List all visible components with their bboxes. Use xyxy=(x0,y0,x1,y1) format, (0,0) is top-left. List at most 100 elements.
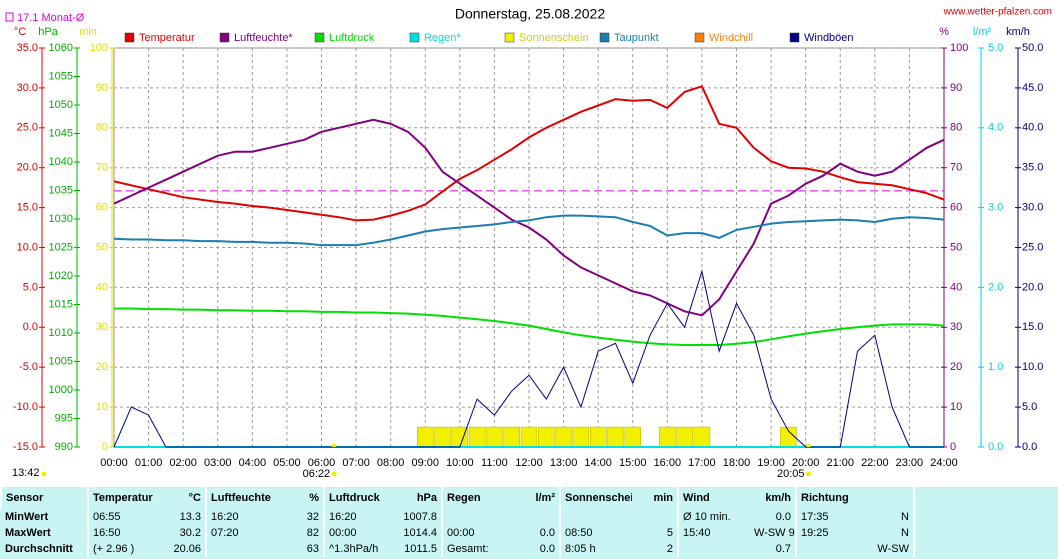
y-tick-label: 995 xyxy=(55,412,73,424)
sunshine-bar xyxy=(589,426,607,448)
legend-swatch xyxy=(124,32,135,43)
x-tick-label: 12:00 xyxy=(515,457,543,469)
series-line xyxy=(113,269,944,448)
x-tick-label: 10:00 xyxy=(446,457,474,469)
sunshine-bar xyxy=(503,426,520,448)
series-line xyxy=(113,118,945,317)
legend-swatch xyxy=(789,32,800,43)
sunrise: 06:22 xyxy=(303,468,331,480)
legend-swatch xyxy=(314,32,325,43)
x-tick-label: 06:00 xyxy=(308,457,336,469)
table-row: Durchschnitt (+ 2.96 ) 20.06 63 ^1.3hPa/h 101… xyxy=(1,541,1058,557)
legend-swatch xyxy=(504,32,515,43)
y-tick-label: 30 xyxy=(96,321,108,333)
table-cell xyxy=(913,541,1058,557)
y-tick-label: 15.0 xyxy=(17,202,38,214)
legend-swatch xyxy=(694,32,705,43)
x-tick-label: 18:00 xyxy=(723,457,751,469)
table-cell: 13.3 xyxy=(179,511,201,523)
axis-unit: km/h xyxy=(1006,26,1030,38)
y-tick-label: 45.0 xyxy=(1022,82,1043,94)
y-tick-label: 100 xyxy=(950,42,968,54)
table-cell xyxy=(514,509,560,525)
table-cell: Richtung xyxy=(795,487,868,509)
sunshine-bar xyxy=(693,426,711,448)
x-tick-label: 03:00 xyxy=(204,457,232,469)
y-tick-label: 5.0 xyxy=(23,281,38,293)
y-tick-label: 50.0 xyxy=(1022,42,1043,54)
sunshine-bar xyxy=(520,426,538,448)
series-line xyxy=(113,85,945,222)
y-tick-label: 990 xyxy=(55,441,73,453)
y-tick-label: 1045 xyxy=(49,127,73,139)
table: Sensor Temperatur °C Luftfeuchte% Luftdruck h… xyxy=(0,487,1058,557)
x-tick-label: 24:00 xyxy=(930,457,958,469)
y-tick-label: 10.0 xyxy=(1022,361,1043,373)
table-cell: °C xyxy=(188,492,201,504)
y-tick-label: 20.0 xyxy=(1022,281,1043,293)
day-length: 13:42 xyxy=(12,467,40,479)
table-cell: Ø 10 min. xyxy=(677,509,750,525)
x-tick-label: 23:00 xyxy=(896,457,924,469)
table-cell: 20.06 xyxy=(173,543,201,555)
x-tick-label: 22:00 xyxy=(861,457,889,469)
table-cell: % xyxy=(309,492,319,504)
y-tick-label: 70 xyxy=(950,162,962,174)
table-cell xyxy=(677,541,750,557)
y-tick-label: 1.0 xyxy=(988,361,1003,373)
sunshine-bar xyxy=(607,426,624,448)
avg-icon xyxy=(5,12,14,22)
legend-label: Regen* xyxy=(424,32,461,44)
y-tick-label: 1040 xyxy=(49,156,73,168)
table-cell: 00:00 xyxy=(323,525,396,541)
sunshine-bar xyxy=(659,426,676,448)
table-cell: ^1.3hPa/h xyxy=(323,541,396,557)
table-cell: 30.2 xyxy=(179,527,201,539)
series-line xyxy=(114,307,945,346)
y-tick-label: 10.0 xyxy=(17,241,38,253)
legend-label: Taupunkt xyxy=(614,32,659,44)
x-tick-label: 05:00 xyxy=(273,457,301,469)
y-tick-label: 1000 xyxy=(49,384,73,396)
y-tick-label: 30.0 xyxy=(1022,202,1043,214)
table-cell: Luftdruck xyxy=(323,487,396,509)
table-cell: 06:55 xyxy=(87,509,160,525)
y-tick-label: 70 xyxy=(96,162,108,174)
y-tick-label: 20 xyxy=(96,361,108,373)
legend-swatch xyxy=(409,32,420,43)
y-tick-label: 4.0 xyxy=(988,122,1003,134)
sunshine-bar xyxy=(624,426,641,448)
series-line xyxy=(113,214,945,247)
y-tick-label: 1060 xyxy=(49,42,73,54)
y-tick-label: 20.0 xyxy=(17,162,38,174)
y-tick-label: -15.0 xyxy=(13,441,38,453)
y-tick-label: 90 xyxy=(96,82,108,94)
legend-label: Luftdruck xyxy=(329,32,375,44)
sunshine-bar xyxy=(468,426,486,448)
y-tick-label: 50 xyxy=(96,241,108,253)
sunshine-bar xyxy=(676,426,693,448)
table-cell: 0.0 xyxy=(539,543,555,555)
y-tick-label: 0 xyxy=(102,441,108,453)
y-tick-label: 80 xyxy=(96,122,108,134)
table-cell xyxy=(913,509,1058,525)
y-tick-label: 3.0 xyxy=(988,202,1003,214)
table-cell: Regen xyxy=(441,487,514,509)
legend-swatch xyxy=(599,32,610,43)
y-tick-label: 90 xyxy=(950,82,962,94)
y-tick-label: 1005 xyxy=(49,355,73,367)
y-tick-label: 20 xyxy=(950,361,962,373)
y-tick-label: 1010 xyxy=(49,327,73,339)
y-tick-label: 50 xyxy=(950,241,962,253)
x-tick-label: 17:00 xyxy=(688,457,716,469)
y-tick-label: 1035 xyxy=(49,184,73,196)
table-cell: N xyxy=(901,527,909,539)
table-cell: 8:05 h xyxy=(559,541,632,557)
chart-title: Donnerstag, 25.08.2022 xyxy=(455,6,605,22)
table-cell xyxy=(205,541,278,557)
legend-label: Temperatur xyxy=(139,32,195,44)
x-tick-label: 00:00 xyxy=(100,457,128,469)
table-cell: hPa xyxy=(416,492,437,504)
table-cell: 2 xyxy=(666,543,673,555)
sunshine-bar xyxy=(572,426,590,448)
